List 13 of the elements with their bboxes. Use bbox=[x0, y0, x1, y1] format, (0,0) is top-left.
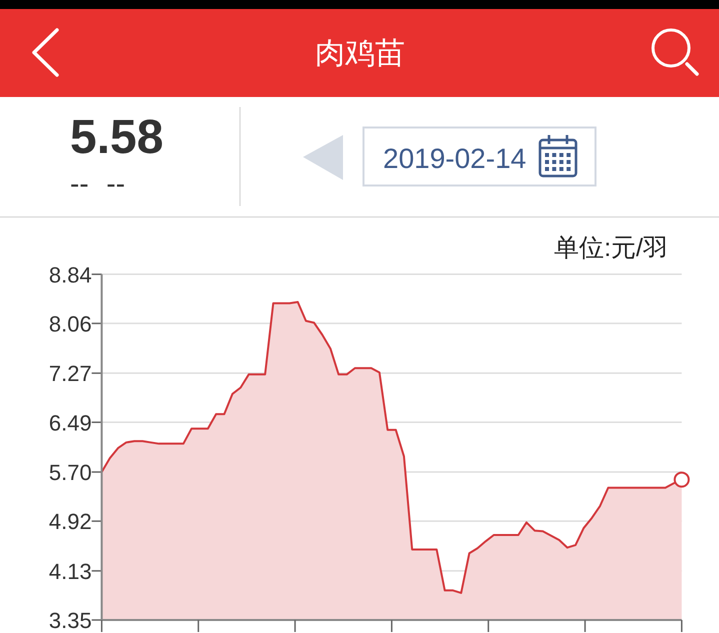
y-tick-label: 4.13 bbox=[48, 558, 92, 584]
text: -- -- bbox=[70, 168, 126, 199]
y-tick-label: 4.92 bbox=[48, 509, 92, 534]
y-tick-label: 7.27 bbox=[48, 361, 92, 386]
y-tick-label: 5.70 bbox=[48, 460, 92, 486]
text: 2019-02-14 bbox=[383, 143, 526, 174]
chart-title: 肉鸡苗 bbox=[315, 37, 405, 70]
y-tick-label: 8.06 bbox=[48, 311, 92, 336]
y-tick-label: 3.35 bbox=[48, 608, 92, 633]
y-tick-label: 8.84 bbox=[48, 262, 92, 288]
text: 5.58 bbox=[70, 111, 164, 164]
y-tick-label: 6.49 bbox=[48, 410, 92, 436]
y-axis-title: 单位:元/羽 bbox=[554, 234, 668, 262]
